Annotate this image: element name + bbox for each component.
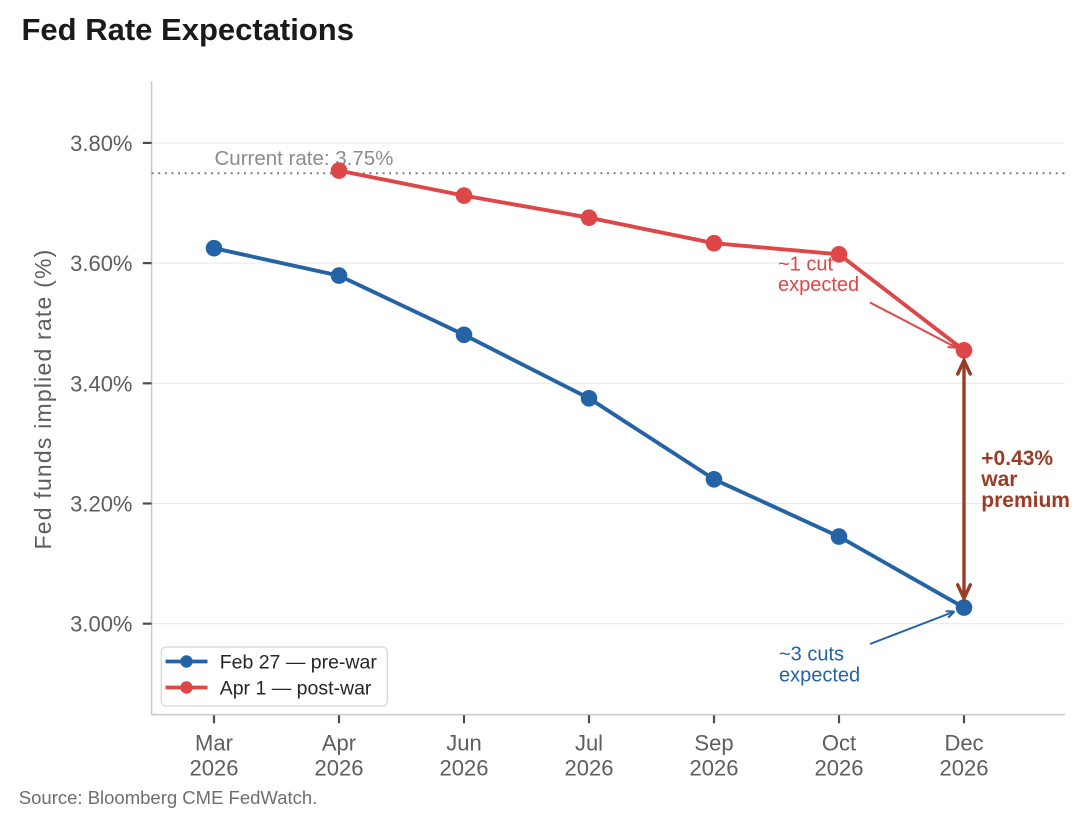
svg-text:+0.43%: +0.43% xyxy=(981,447,1053,470)
svg-text:Dec: Dec xyxy=(944,731,983,756)
svg-text:war: war xyxy=(980,468,1017,491)
svg-text:Current rate: 3.75%: Current rate: 3.75% xyxy=(215,147,394,170)
svg-text:3.40%: 3.40% xyxy=(70,371,132,396)
svg-text:2026: 2026 xyxy=(440,755,489,780)
svg-text:Jul: Jul xyxy=(575,731,603,756)
svg-text:2026: 2026 xyxy=(690,755,739,780)
svg-text:~3 cuts: ~3 cuts xyxy=(779,644,844,666)
svg-text:2026: 2026 xyxy=(190,755,239,780)
svg-text:Source: Bloomberg CME FedWatch: Source: Bloomberg CME FedWatch. xyxy=(19,787,318,808)
svg-text:premium: premium xyxy=(981,489,1070,512)
svg-text:Jun: Jun xyxy=(446,731,481,756)
svg-text:Feb 27 — pre-war: Feb 27 — pre-war xyxy=(220,651,378,673)
svg-text:2026: 2026 xyxy=(565,755,614,780)
svg-text:Fed Rate Expectations: Fed Rate Expectations xyxy=(22,12,354,47)
svg-text:expected: expected xyxy=(779,665,860,687)
svg-text:~1 cut: ~1 cut xyxy=(778,254,833,276)
svg-text:expected: expected xyxy=(778,274,859,296)
svg-text:3.80%: 3.80% xyxy=(70,131,132,156)
svg-text:3.00%: 3.00% xyxy=(70,612,132,637)
svg-text:2026: 2026 xyxy=(315,755,364,780)
svg-text:Sep: Sep xyxy=(694,731,733,756)
svg-text:2026: 2026 xyxy=(815,755,864,780)
svg-text:Oct: Oct xyxy=(822,731,856,756)
svg-text:Mar: Mar xyxy=(195,731,233,756)
svg-text:Fed funds implied rate (%): Fed funds implied rate (%) xyxy=(30,249,56,550)
svg-text:3.60%: 3.60% xyxy=(70,251,132,276)
svg-text:Apr: Apr xyxy=(322,731,356,756)
svg-text:3.20%: 3.20% xyxy=(70,492,132,517)
svg-text:2026: 2026 xyxy=(940,755,989,780)
svg-text:Apr 1 — post-war: Apr 1 — post-war xyxy=(220,677,372,699)
